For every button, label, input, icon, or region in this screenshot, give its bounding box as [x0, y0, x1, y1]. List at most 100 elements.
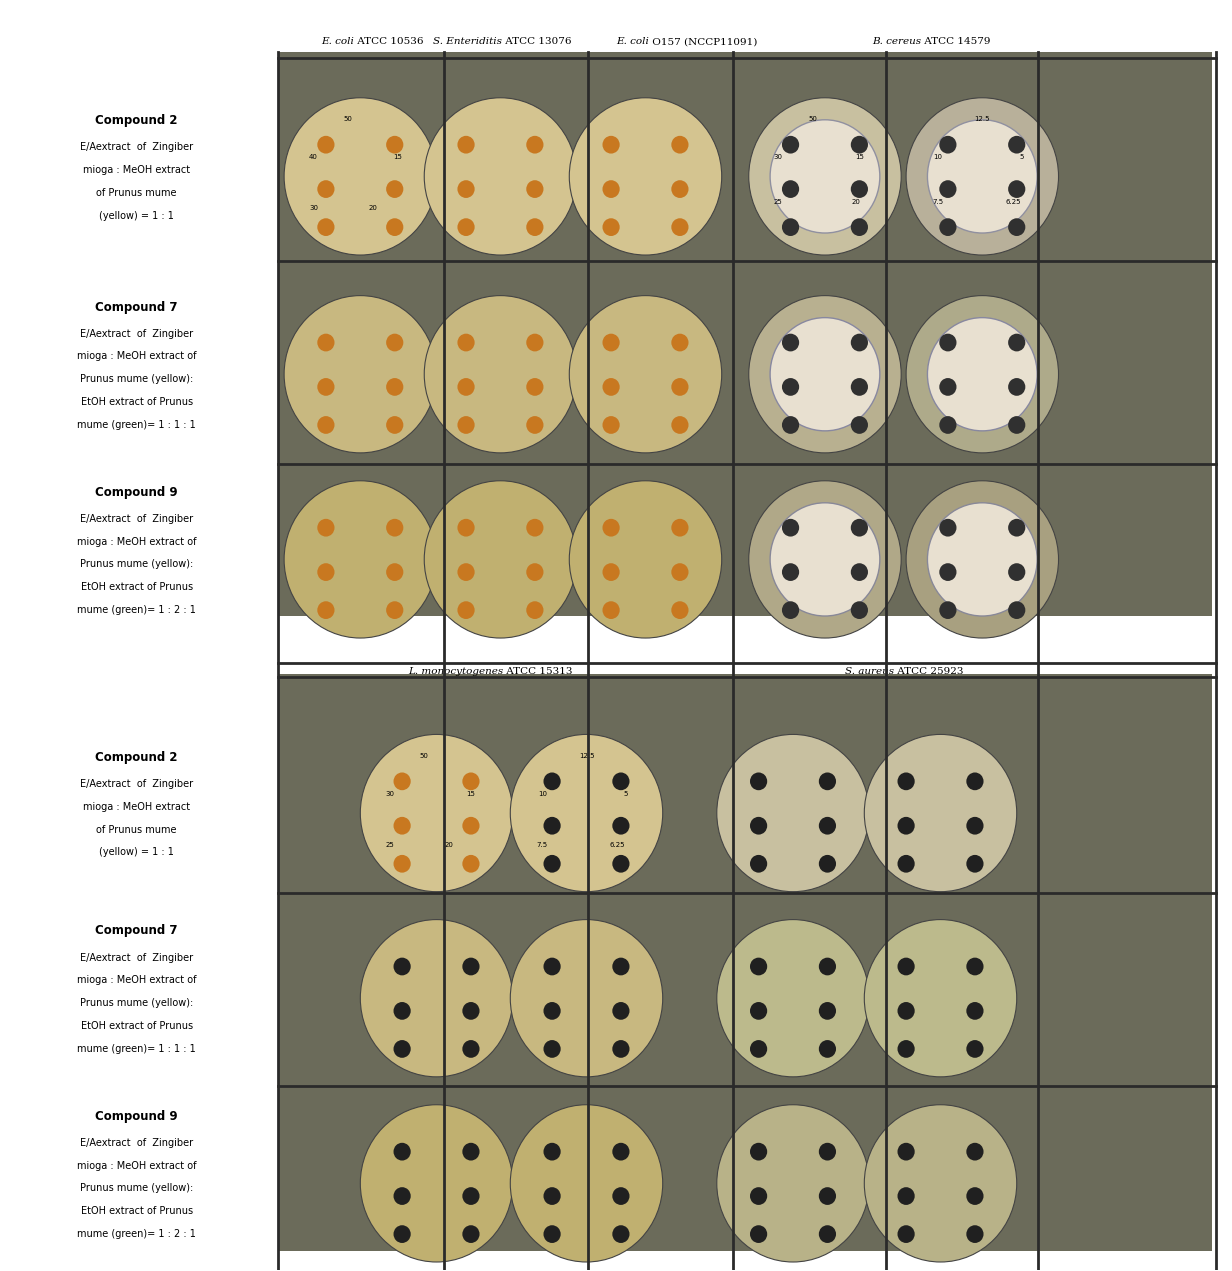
Circle shape: [457, 601, 474, 619]
Circle shape: [612, 817, 630, 835]
Circle shape: [782, 377, 800, 395]
Text: mioga : MeOH extract: mioga : MeOH extract: [83, 165, 190, 175]
Text: 7.5: 7.5: [537, 841, 548, 848]
Circle shape: [612, 957, 630, 975]
Circle shape: [457, 377, 474, 395]
Text: 30: 30: [309, 205, 318, 211]
Circle shape: [897, 773, 914, 791]
Text: 15: 15: [855, 154, 864, 160]
Circle shape: [782, 563, 800, 581]
Circle shape: [865, 920, 1016, 1077]
Circle shape: [457, 519, 474, 536]
Text: 30: 30: [774, 154, 782, 160]
Circle shape: [906, 480, 1058, 638]
Circle shape: [457, 180, 474, 198]
Circle shape: [966, 1225, 983, 1243]
Circle shape: [750, 1187, 768, 1205]
Circle shape: [386, 563, 403, 581]
Circle shape: [671, 334, 689, 351]
Text: Compound 2: Compound 2: [95, 751, 177, 764]
Circle shape: [543, 1225, 561, 1243]
Text: 15: 15: [467, 791, 476, 797]
Circle shape: [1008, 334, 1025, 351]
Circle shape: [966, 773, 983, 791]
Text: 50: 50: [344, 117, 352, 122]
Circle shape: [457, 563, 474, 581]
Circle shape: [939, 219, 956, 236]
Circle shape: [717, 735, 870, 892]
Circle shape: [318, 563, 335, 581]
Circle shape: [966, 1002, 983, 1019]
Circle shape: [750, 1002, 768, 1019]
Circle shape: [966, 1187, 983, 1205]
Circle shape: [671, 136, 689, 154]
Circle shape: [939, 334, 956, 351]
Circle shape: [897, 1187, 914, 1205]
Circle shape: [526, 180, 543, 198]
Text: E/Aextract  of  Zingiber: E/Aextract of Zingiber: [80, 779, 193, 789]
Text: 12.5: 12.5: [975, 117, 991, 122]
Text: Compound 2: Compound 2: [95, 114, 177, 127]
Text: of Prunus mume: of Prunus mume: [96, 825, 177, 835]
Text: E/Aextract  of  Zingiber: E/Aextract of Zingiber: [80, 142, 193, 153]
Circle shape: [897, 1143, 914, 1160]
Circle shape: [897, 855, 914, 873]
Text: mioga : MeOH extract of: mioga : MeOH extract of: [76, 975, 196, 985]
Circle shape: [386, 416, 403, 433]
Text: 5: 5: [1019, 154, 1024, 160]
Circle shape: [526, 519, 543, 536]
Text: ATCC 10536: ATCC 10536: [354, 37, 424, 47]
Text: mioga : MeOH extract of: mioga : MeOH extract of: [76, 1160, 196, 1171]
Circle shape: [819, 1040, 837, 1057]
Circle shape: [897, 817, 914, 835]
Circle shape: [612, 1143, 630, 1160]
Circle shape: [770, 119, 880, 233]
Circle shape: [612, 1225, 630, 1243]
Circle shape: [819, 1143, 837, 1160]
Circle shape: [612, 855, 630, 873]
Text: EtOH extract of Prunus: EtOH extract of Prunus: [80, 582, 192, 592]
Text: 15: 15: [393, 154, 402, 160]
Circle shape: [939, 519, 956, 536]
Circle shape: [386, 136, 403, 154]
Circle shape: [750, 1143, 768, 1160]
Circle shape: [782, 416, 800, 433]
Circle shape: [318, 601, 335, 619]
Text: mioga : MeOH extract: mioga : MeOH extract: [83, 802, 190, 812]
Text: Prunus mume (yellow):: Prunus mume (yellow):: [80, 1183, 193, 1193]
Circle shape: [897, 1002, 914, 1019]
Circle shape: [543, 817, 561, 835]
FancyBboxPatch shape: [278, 52, 1212, 616]
Circle shape: [897, 1225, 914, 1243]
Circle shape: [318, 136, 335, 154]
Circle shape: [526, 416, 543, 433]
Text: 40: 40: [309, 154, 318, 160]
Circle shape: [851, 601, 869, 619]
Circle shape: [906, 98, 1058, 255]
Circle shape: [939, 601, 956, 619]
Circle shape: [851, 334, 869, 351]
Circle shape: [770, 318, 880, 431]
Circle shape: [393, 1225, 410, 1243]
Circle shape: [393, 1040, 410, 1057]
Text: Prunus mume (yellow):: Prunus mume (yellow):: [80, 998, 193, 1008]
Text: 25: 25: [386, 841, 394, 848]
Circle shape: [462, 1143, 479, 1160]
Circle shape: [386, 601, 403, 619]
Circle shape: [819, 1002, 837, 1019]
Circle shape: [602, 219, 620, 236]
Circle shape: [526, 377, 543, 395]
Circle shape: [526, 601, 543, 619]
Circle shape: [717, 920, 870, 1077]
Circle shape: [602, 334, 620, 351]
Text: (yellow) = 1 : 1: (yellow) = 1 : 1: [99, 211, 174, 221]
Circle shape: [462, 817, 479, 835]
Text: mume (green)= 1 : 1 : 1: mume (green)= 1 : 1 : 1: [78, 419, 196, 430]
Text: S. aureus: S. aureus: [845, 666, 893, 675]
Circle shape: [782, 519, 800, 536]
Circle shape: [750, 817, 768, 835]
Circle shape: [717, 1104, 870, 1262]
Circle shape: [819, 817, 837, 835]
Text: E/Aextract  of  Zingiber: E/Aextract of Zingiber: [80, 1138, 193, 1148]
Circle shape: [602, 416, 620, 433]
